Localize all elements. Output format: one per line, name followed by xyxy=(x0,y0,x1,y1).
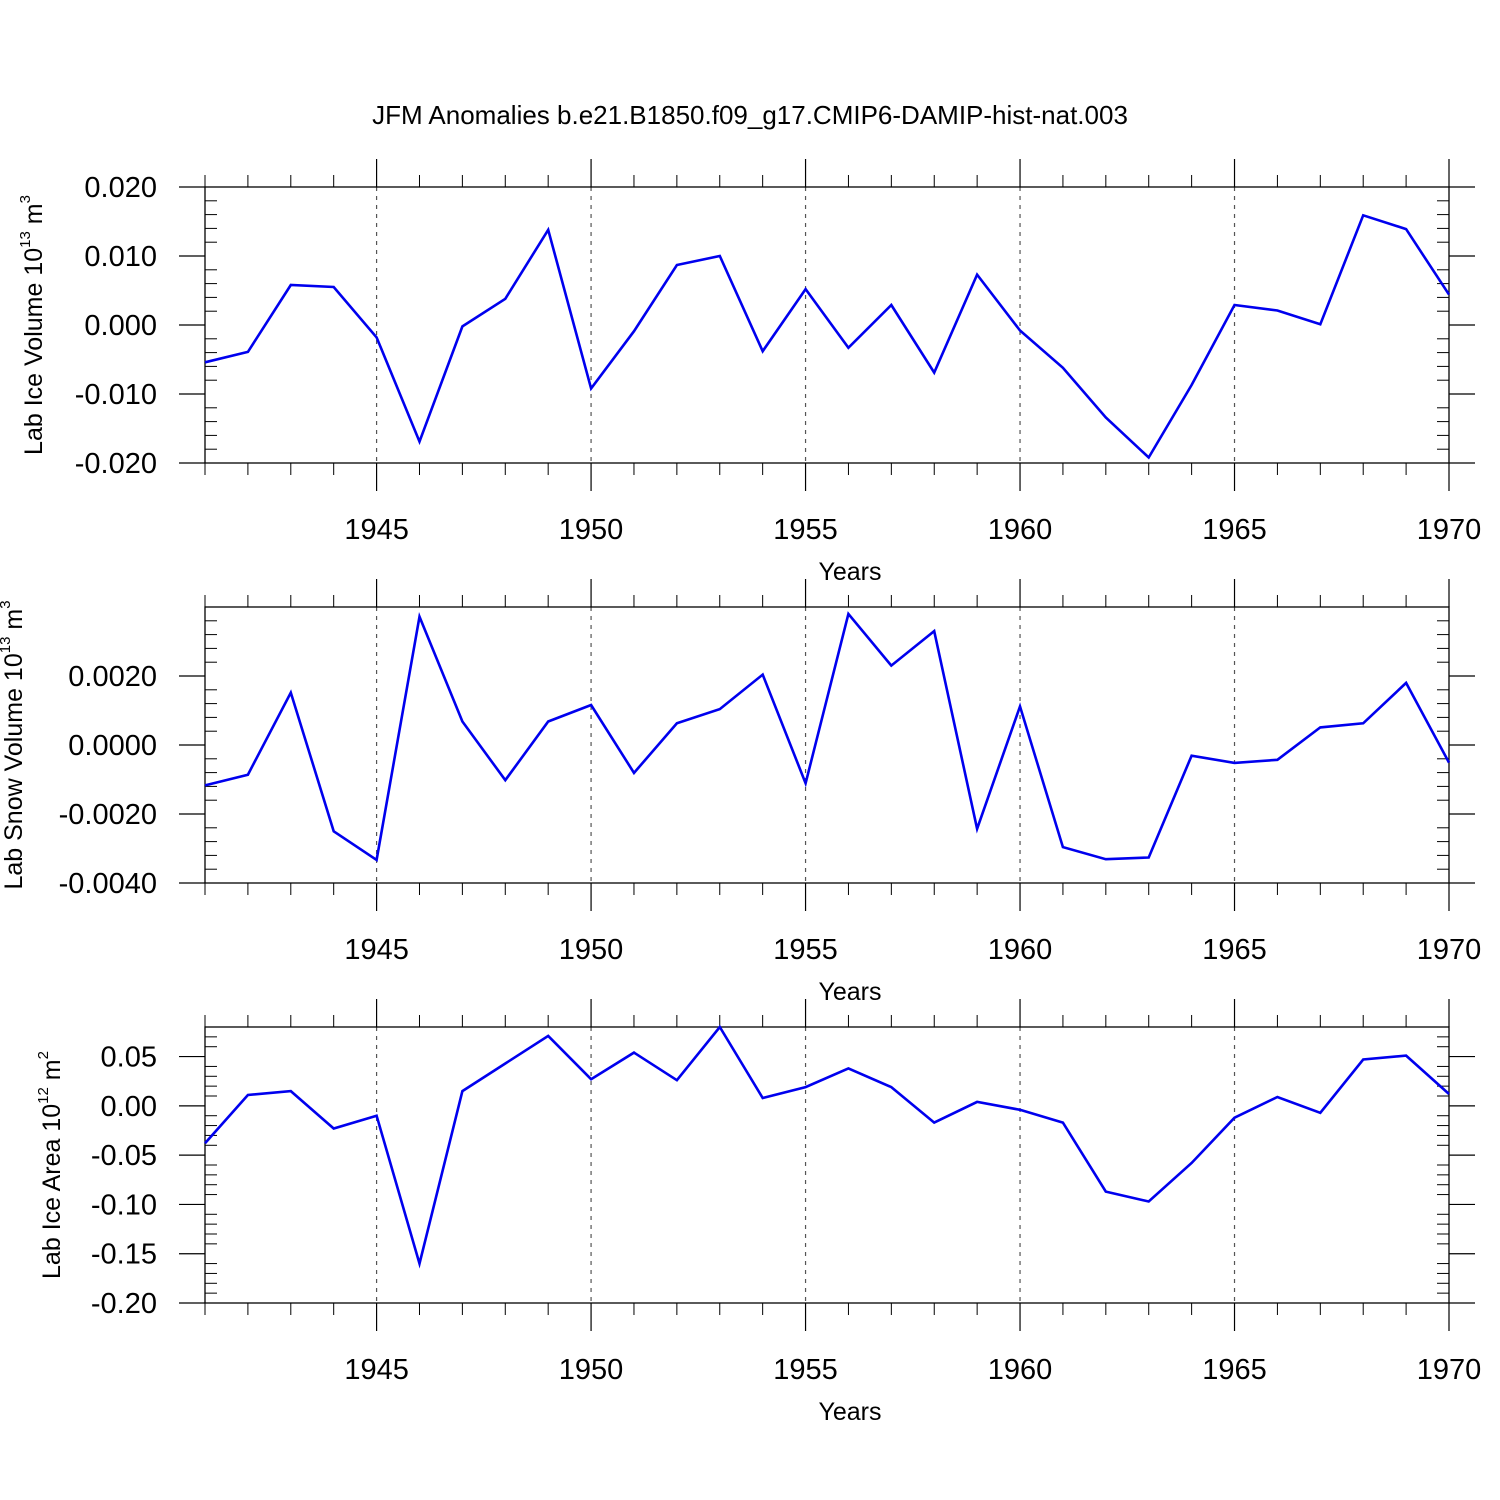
panels: 1945 1950 1955 1960 1965 1970 -0.020 -0.010 0.00… xyxy=(0,159,1481,1426)
x-tick-label: 1955 xyxy=(773,934,838,966)
x-tick-label: 1965 xyxy=(1202,514,1267,546)
series-line xyxy=(204,213,1451,460)
series-line xyxy=(204,1024,1450,1269)
plot-frame xyxy=(204,606,1450,884)
y-axis-label: Lab Ice Volume 1013 m3 xyxy=(17,195,48,455)
y-axis-label: Lab Ice Area 1012 m2 xyxy=(35,1051,66,1279)
y-tick-label: -0.15 xyxy=(91,1239,157,1271)
panel-2: 1945 1950 1955 1960 1965 1970 -0.0040 -0.0020 0.… xyxy=(0,579,1481,1006)
plot-frame xyxy=(204,186,1450,464)
y-tick-label: -0.020 xyxy=(75,448,157,480)
x-tick-label: 1955 xyxy=(773,1354,838,1386)
x-tick-label: 1945 xyxy=(344,514,409,546)
x-tick-label: 1970 xyxy=(1417,1354,1482,1386)
y-axis-label: Lab Snow Volume 1013 m3 xyxy=(0,600,28,889)
panel-3: 1945 1950 1955 1960 1965 1970 -0.20 -0.15 -0.10 -… xyxy=(35,999,1481,1426)
y-tick-label: 0.0000 xyxy=(68,730,157,762)
y-tick-label: 0.010 xyxy=(84,241,157,273)
y-tick-label: -0.10 xyxy=(91,1189,157,1221)
y-tick-label: 0.000 xyxy=(84,310,157,342)
y-tick-label: -0.05 xyxy=(91,1140,157,1172)
y-tick-label: 0.020 xyxy=(84,172,157,204)
x-tick-label: 1945 xyxy=(344,1354,409,1386)
x-tick-label: 1950 xyxy=(559,514,624,546)
x-tick-label: 1960 xyxy=(988,514,1053,546)
y-tick-label: 0.05 xyxy=(101,1042,157,1074)
panel-1: 1945 1950 1955 1960 1965 1970 -0.020 -0.010 0.00… xyxy=(17,159,1481,586)
y-tick-label: -0.20 xyxy=(91,1288,157,1320)
y-tick-label: -0.010 xyxy=(75,379,157,411)
x-tick-label: 1970 xyxy=(1417,934,1482,966)
x-tick-label: 1950 xyxy=(559,934,624,966)
x-tick-label: 1965 xyxy=(1202,934,1267,966)
x-tick-label: 1955 xyxy=(773,514,838,546)
x-axis-label: Years xyxy=(818,558,881,586)
x-tick-label: 1950 xyxy=(559,1354,624,1386)
x-tick-label: 1960 xyxy=(988,1354,1053,1386)
y-tick-label: 0.00 xyxy=(101,1091,157,1123)
x-tick-label: 1970 xyxy=(1417,514,1482,546)
series-line xyxy=(204,611,1451,863)
y-tick-label: -0.0040 xyxy=(59,868,157,900)
x-tick-label: 1945 xyxy=(344,934,409,966)
x-axis-label: Years xyxy=(818,1398,881,1426)
y-tick-label: -0.0020 xyxy=(59,799,157,831)
y-tick-label: 0.0020 xyxy=(68,661,157,693)
x-axis-label: Years xyxy=(818,978,881,1006)
chart-title: JFM Anomalies b.e21.B1850.f09_g17.CMIP6-… xyxy=(372,100,1128,130)
x-tick-label: 1965 xyxy=(1202,1354,1267,1386)
x-tick-label: 1960 xyxy=(988,934,1053,966)
